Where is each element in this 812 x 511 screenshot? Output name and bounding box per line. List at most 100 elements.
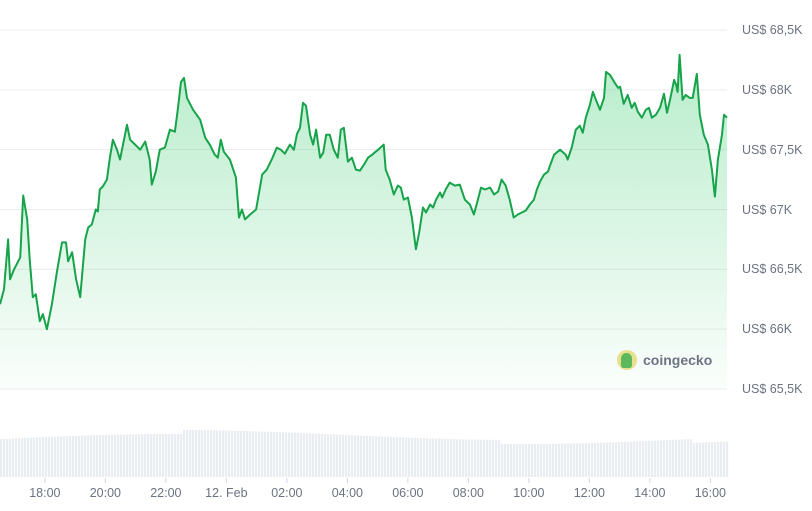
volume-bar [552, 443, 555, 477]
y-tick-label: US$ 67,5K [742, 142, 803, 157]
volume-bar [27, 437, 30, 477]
data-point [96, 210, 99, 213]
volume-bar [453, 439, 456, 477]
volume-bar [339, 434, 342, 477]
volume-bar [93, 435, 96, 477]
volume-bar [507, 443, 510, 477]
volume-bar [63, 436, 66, 477]
y-tick-label: US$ 67K [742, 202, 793, 217]
volume-bar [432, 438, 435, 477]
data-point [547, 170, 550, 173]
data-point [574, 128, 577, 131]
x-tick-label: 06:00 [392, 486, 424, 500]
x-tick-label: 12. Feb [205, 486, 248, 500]
y-tick-label: US$ 66K [742, 322, 793, 337]
volume-bar [324, 434, 327, 477]
volume-bar [285, 432, 288, 477]
volume-bar [609, 442, 612, 477]
volume-bar [561, 443, 564, 477]
volume-bar [591, 442, 594, 477]
data-point [325, 133, 328, 136]
volume-bar [213, 430, 216, 477]
volume-bar [303, 433, 306, 477]
volume-bar [6, 438, 9, 477]
volume-bar [525, 443, 528, 477]
volume-bar [159, 434, 162, 477]
data-point [328, 133, 331, 136]
volume-bar [384, 436, 387, 477]
data-point [158, 148, 161, 151]
volume-bar [57, 436, 60, 477]
data-point [50, 303, 53, 306]
coingecko-watermark: coingecko [617, 350, 712, 370]
data-point [435, 198, 438, 201]
data-point [213, 153, 216, 156]
volume-bar [216, 430, 219, 477]
data-point [19, 256, 22, 259]
volume-bar [642, 441, 645, 477]
price-area-fill [0, 54, 728, 390]
volume-bar [435, 438, 438, 477]
volume-bar [711, 442, 714, 477]
data-point [688, 96, 691, 99]
volume-bar [567, 443, 570, 477]
volume-bar [318, 433, 321, 477]
volume-bar [633, 441, 636, 477]
volume-bar [129, 434, 132, 477]
volume-bar [726, 441, 729, 477]
volume-bar [300, 432, 303, 477]
data-point [228, 158, 231, 161]
volume-bar [624, 441, 627, 477]
data-point [713, 195, 716, 198]
data-point [315, 128, 318, 131]
data-point [98, 188, 101, 191]
volume-bar [153, 434, 156, 477]
volume-bar [156, 434, 159, 477]
data-point [605, 70, 608, 73]
volume-bar [657, 440, 660, 477]
volume-bar [219, 430, 222, 477]
data-point [626, 93, 629, 96]
volume-bar [36, 437, 39, 477]
data-point [591, 90, 594, 93]
data-point [726, 116, 729, 119]
volume-bar [210, 430, 213, 477]
volume-bar [468, 439, 471, 477]
volume-bar [105, 434, 108, 477]
data-point [479, 186, 482, 189]
volume-bar [516, 443, 519, 477]
volume-bar [102, 435, 105, 477]
volume-bar [528, 443, 531, 477]
data-point [630, 106, 633, 109]
x-tick-label: 14:00 [634, 486, 666, 500]
volume-bar [48, 436, 51, 477]
volume-bar [222, 430, 225, 477]
volume-bar [381, 436, 384, 477]
data-point [581, 131, 584, 134]
data-point [144, 140, 147, 143]
volume-bar [612, 442, 615, 477]
data-point [472, 213, 475, 216]
volume-bar [81, 435, 84, 477]
volume-bar [423, 438, 426, 477]
data-point [234, 176, 237, 179]
volume-bar [690, 439, 693, 477]
volume-bar [171, 434, 174, 477]
data-point [204, 136, 207, 139]
volume-bar [396, 437, 399, 477]
volume-bar [309, 433, 312, 477]
volume-bar [270, 431, 273, 477]
data-point [516, 213, 519, 216]
volume-bar [501, 443, 504, 477]
data-point [219, 138, 222, 141]
volume-bar [696, 442, 699, 477]
volume-bar [225, 430, 228, 477]
volume-bar [471, 439, 474, 477]
data-point [13, 268, 16, 271]
volume-bar [648, 440, 651, 477]
volume-bar [483, 439, 486, 477]
volume-bar [15, 438, 18, 477]
data-point [671, 88, 674, 91]
data-point [55, 270, 58, 273]
data-point [396, 184, 399, 187]
